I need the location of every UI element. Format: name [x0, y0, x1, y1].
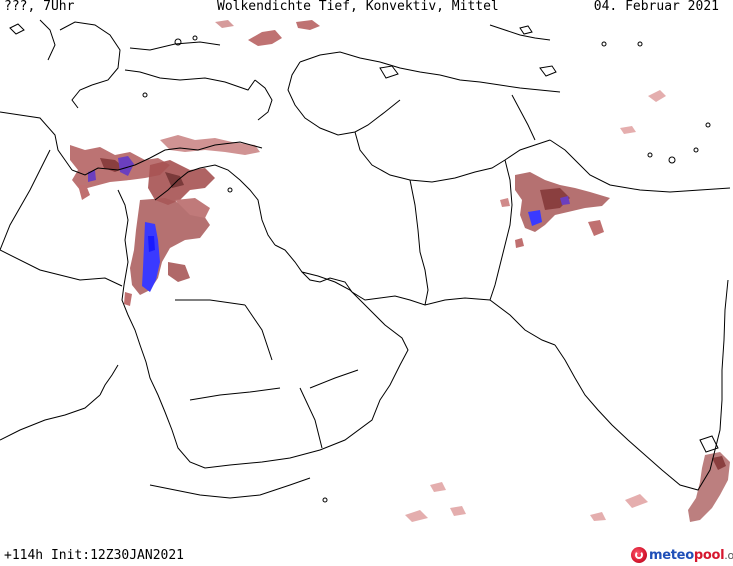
forecast-map: [0, 18, 733, 526]
valid-time-label: ???, 7Uhr: [4, 0, 75, 14]
run-info-label: +114h Init:12Z30JAN2021: [4, 548, 185, 563]
cloud-patch-levant: [70, 135, 260, 205]
meteopool-logo[interactable]: meteopool.org: [631, 546, 733, 564]
cloud-patch-punjab: [500, 172, 610, 248]
meteopool-logo-icon: [631, 547, 647, 563]
logo-part-meteo: meteo: [649, 547, 694, 563]
meteopool-logo-text: meteopool.org: [649, 548, 733, 563]
logo-part-org: .org: [724, 548, 733, 562]
map-borders: [0, 19, 731, 499]
date-label: 04. Februar 2021: [593, 0, 719, 14]
cloud-patch-jordan: [124, 198, 210, 306]
cloud-patch-south-india: [688, 452, 730, 522]
cloud-patch-caucasus: [215, 20, 320, 46]
map-background: [0, 18, 733, 526]
logo-part-pool: pool: [693, 547, 725, 563]
map-coast-details: [9, 23, 719, 503]
cloud-patch-scattered: [405, 90, 666, 522]
cloud-density-layer: [70, 20, 730, 522]
map-title: Wolkendichte Tief, Konvektiv, Mittel: [217, 0, 499, 14]
